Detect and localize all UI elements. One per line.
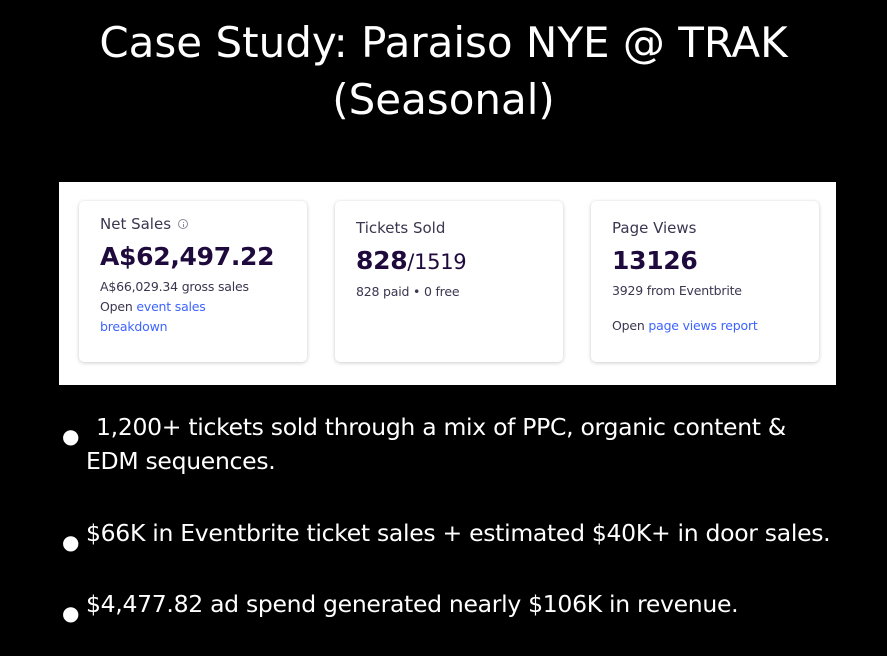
slide-title: Case Study: Paraiso NYE @ TRAK (Seasonal… xyxy=(0,14,887,128)
page-views-from-eventbrite: 3929 from Eventbrite xyxy=(612,283,742,298)
bullet-text-line2: EDM sequences. xyxy=(86,447,276,475)
bullet-dot: ● xyxy=(62,424,80,448)
bullet-item: ● $4,477.82 ad spend generated nearly $1… xyxy=(62,587,872,625)
tickets-capacity: /1519 xyxy=(407,250,467,274)
net-sales-label: Net Sales xyxy=(100,215,172,233)
bullet-item: ● 1,200+ tickets sold through a mix of P… xyxy=(62,410,872,478)
event-sales-link-part2[interactable]: breakdown xyxy=(100,319,168,334)
page-views-label: Page Views xyxy=(612,219,697,237)
info-icon[interactable] xyxy=(178,219,189,229)
open-prefix: Open xyxy=(100,299,137,314)
tickets-sold-value-row: 828/1519 xyxy=(356,246,543,277)
page-views-value: 13126 xyxy=(612,246,698,275)
dashboard-screenshot: Net Sales A$62,497.22 A$66,029.34 gross … xyxy=(59,182,836,385)
page-views-card: Page Views 13126 3929 from Eventbrite Op… xyxy=(591,201,819,362)
bullet-dot: ● xyxy=(62,601,80,625)
tickets-sold-value: 828 xyxy=(356,246,408,275)
net-sales-card: Net Sales A$62,497.22 A$66,029.34 gross … xyxy=(79,201,307,362)
bullet-text-line1: 1,200+ tickets sold through a mix of PPC… xyxy=(96,413,786,441)
open-prefix: Open xyxy=(612,318,649,333)
net-sales-label-row: Net Sales xyxy=(100,215,287,233)
slide-title-line1: Case Study: Paraiso NYE @ TRAK xyxy=(99,18,788,67)
gross-sales-text: A$66,029.34 gross sales xyxy=(100,279,249,294)
bullet-list: ● 1,200+ tickets sold through a mix of P… xyxy=(62,410,872,625)
net-sales-value: A$62,497.22 xyxy=(100,242,275,271)
event-sales-breakdown-line: Open event sales breakdown xyxy=(100,297,287,337)
bullet-item: ● $66K in Eventbrite ticket sales + esti… xyxy=(62,516,872,554)
slide-title-line2: (Seasonal) xyxy=(332,75,555,124)
bullet-text: $4,477.82 ad spend generated nearly $106… xyxy=(86,590,739,618)
page-views-report-line: Open page views report xyxy=(612,316,799,336)
bullet-text: $66K in Eventbrite ticket sales + estima… xyxy=(86,519,831,547)
event-sales-link-part1[interactable]: event sales xyxy=(136,299,206,314)
bullet-dot: ● xyxy=(62,530,80,554)
event-sales-breakdown-link[interactable]: event sales breakdown xyxy=(100,299,206,334)
tickets-sold-card: Tickets Sold 828/1519 828 paid • 0 free xyxy=(335,201,563,362)
page-views-report-link[interactable]: page views report xyxy=(648,318,758,333)
tickets-paid-free: 828 paid • 0 free xyxy=(356,284,460,299)
tickets-sold-label: Tickets Sold xyxy=(356,219,446,237)
